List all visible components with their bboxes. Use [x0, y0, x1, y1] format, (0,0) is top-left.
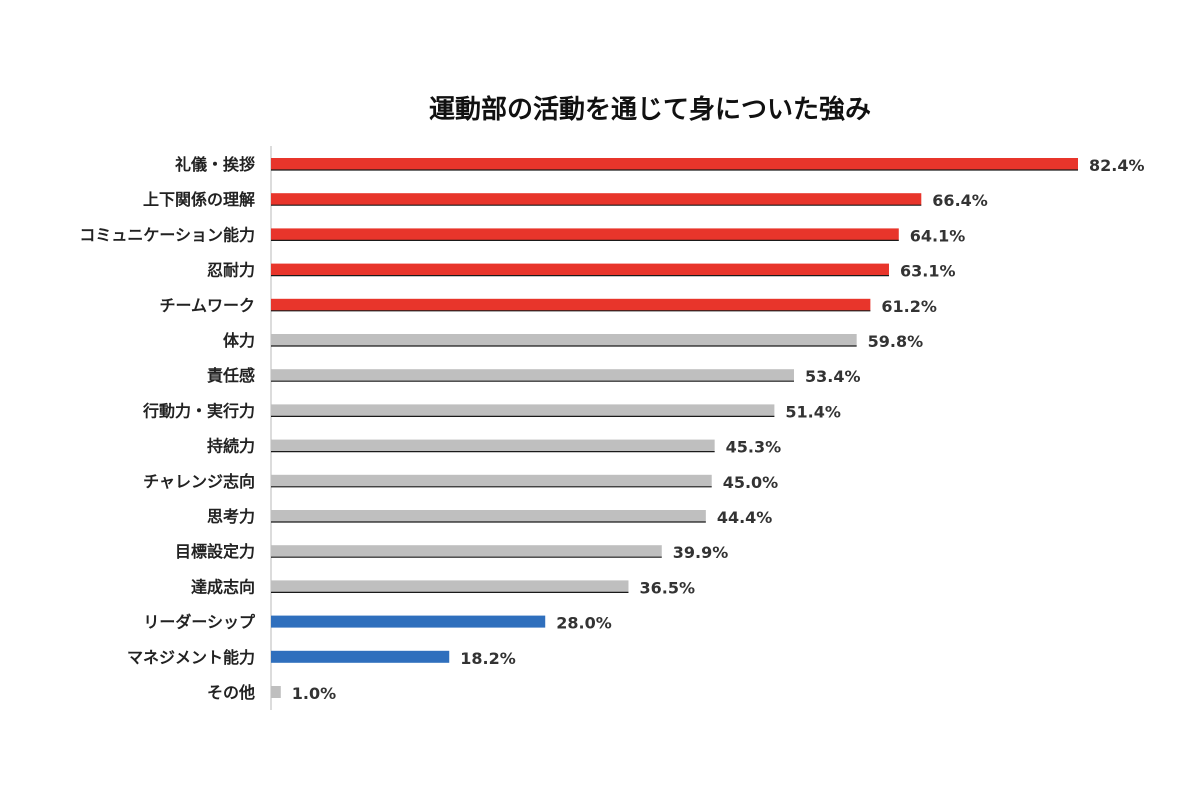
category-label: マネジメント能力	[127, 648, 255, 667]
bar	[271, 334, 857, 346]
bar	[271, 369, 794, 382]
bar	[271, 686, 281, 698]
category-label: チームワーク	[159, 296, 255, 315]
bar	[271, 263, 889, 276]
category-labels-group: 礼儀・挨拶上下関係の理解コミュニケーション能力忍耐力チームワーク体力責任感行動力…	[79, 155, 256, 702]
bar	[271, 404, 775, 417]
value-label: 39.9%	[673, 543, 729, 562]
category-label: リーダーシップ	[143, 613, 256, 632]
value-label: 63.1%	[900, 262, 956, 281]
bar	[271, 193, 922, 206]
category-label: 目標設定力	[175, 542, 255, 561]
category-label: 思考力	[207, 507, 255, 526]
category-label: 礼儀・挨拶	[175, 155, 255, 174]
bar	[271, 298, 871, 311]
value-label: 82.4%	[1089, 156, 1145, 175]
category-label: 持続力	[207, 437, 255, 456]
value-label: 44.4%	[717, 508, 773, 527]
bar	[271, 474, 712, 487]
bar	[271, 580, 629, 593]
value-label: 64.1%	[910, 226, 966, 245]
value-label: 45.3%	[726, 438, 782, 457]
category-label: その他	[207, 683, 255, 702]
bar	[271, 228, 899, 241]
bar	[271, 510, 706, 522]
value-label: 36.5%	[639, 578, 695, 597]
value-label: 66.4%	[932, 191, 988, 210]
value-label: 59.8%	[868, 332, 924, 351]
value-label: 1.0%	[292, 684, 336, 703]
category-label: 忍耐力	[207, 261, 255, 280]
bar	[271, 615, 546, 628]
value-label: 61.2%	[881, 297, 937, 316]
value-label: 45.0%	[723, 473, 779, 492]
bar	[271, 158, 1078, 170]
bars-group	[271, 158, 1078, 698]
value-label: 51.4%	[785, 402, 841, 421]
bar	[271, 650, 450, 663]
category-label: 体力	[223, 331, 255, 350]
value-labels-group: 82.4% 66.4% 64.1% 63.1% 61.2% 59.8% 53.4% 51.4%…	[292, 156, 1145, 703]
chart-title: 運動部の活動を通じて身についた強み	[429, 94, 871, 125]
category-label: コミュニケーション能力	[79, 225, 255, 244]
category-label: 責任感	[207, 366, 255, 385]
category-label: 行動力・実行力	[142, 401, 255, 420]
bar	[271, 439, 715, 452]
value-label: 28.0%	[556, 614, 612, 633]
bar	[271, 545, 662, 558]
category-label: 達成志向	[191, 577, 255, 596]
value-label: 18.2%	[460, 649, 516, 668]
category-label: チャレンジ志向	[143, 472, 255, 491]
category-label: 上下関係の理解	[143, 190, 255, 209]
value-label: 53.4%	[805, 367, 861, 386]
